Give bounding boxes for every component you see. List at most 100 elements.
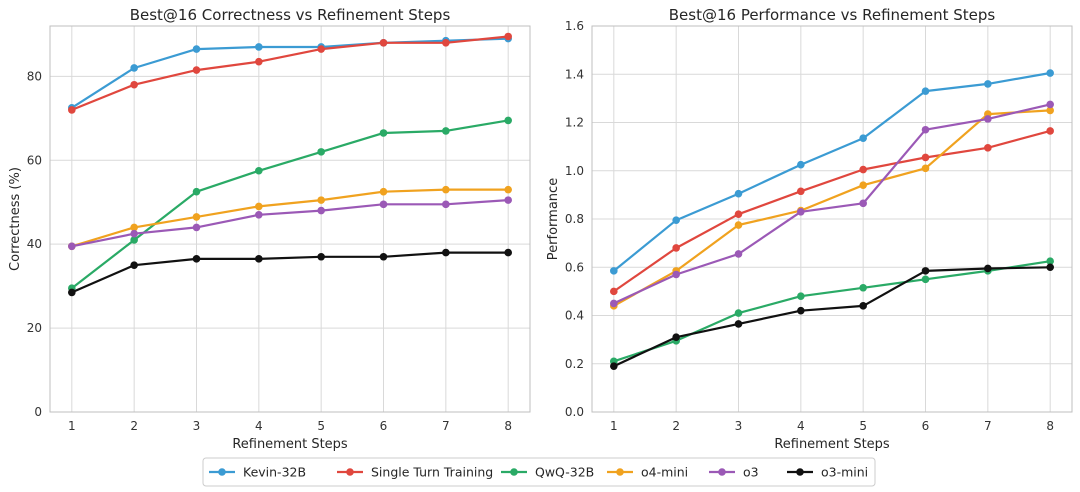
- data-point: [255, 202, 263, 211]
- series-line: [71, 188, 509, 248]
- data-point: [130, 80, 138, 89]
- data-point: [1046, 127, 1054, 135]
- data-point: [921, 267, 930, 275]
- y-tick-label: 40: [27, 237, 42, 251]
- data-point: [734, 221, 743, 229]
- data-point: [504, 32, 512, 41]
- y-tick-label: 0.6: [565, 260, 584, 274]
- data-point: [1046, 69, 1054, 77]
- data-point: [859, 165, 867, 174]
- y-tick-label: 0.8: [565, 212, 584, 226]
- data-point: [859, 199, 867, 208]
- data-point: [610, 267, 618, 275]
- legend-entry-label: o4-mini: [641, 465, 688, 480]
- legend: Kevin-32B Single Turn Training QwQ-32B o4-m…: [202, 457, 876, 487]
- data-point: [984, 115, 992, 123]
- data-point: [504, 116, 512, 125]
- data-point: [192, 66, 201, 74]
- legend-entry-label: o3-mini: [821, 465, 868, 480]
- data-point: [317, 45, 325, 53]
- x-tick-label: 7: [442, 419, 450, 433]
- y-axis-label: Performance: [546, 178, 561, 260]
- legend-swatch-marker: [218, 468, 226, 476]
- legend-entry-label: QwQ-32B: [535, 465, 594, 480]
- y-tick-label: 1.0: [565, 164, 584, 178]
- data-point: [672, 216, 680, 225]
- data-point: [859, 181, 867, 190]
- data-point: [255, 43, 263, 51]
- data-point: [734, 250, 743, 258]
- data-point: [734, 320, 743, 328]
- x-tick-label: 5: [859, 419, 867, 433]
- data-point: [734, 210, 743, 218]
- legend-box: [202, 457, 876, 487]
- performance-chart: Best@16 Performance vs Refinement Steps …: [546, 6, 1073, 452]
- x-tick-label: 1: [610, 419, 618, 433]
- data-point: [984, 264, 992, 273]
- data-point: [68, 288, 76, 297]
- y-axis-label: Correctness (%): [8, 167, 23, 271]
- data-point: [442, 248, 450, 257]
- data-point: [192, 255, 201, 263]
- series-line: [71, 199, 509, 248]
- x-tick-label: 2: [672, 419, 680, 433]
- series-line: [613, 260, 1051, 363]
- legend-swatch-marker: [718, 468, 726, 476]
- data-point: [130, 64, 138, 72]
- data-point: [255, 211, 263, 219]
- legend-entry-label: Kevin-32B: [243, 465, 306, 480]
- data-point: [921, 87, 930, 95]
- y-tick-label: 20: [27, 321, 42, 335]
- data-point: [504, 248, 512, 257]
- data-point: [797, 160, 805, 169]
- data-point: [442, 127, 450, 135]
- y-tick-label: 1.6: [565, 19, 584, 33]
- y-tick-label: 0.2: [565, 357, 584, 371]
- data-point: [192, 45, 201, 53]
- data-point: [610, 299, 618, 308]
- data-point: [921, 125, 930, 134]
- chart-title: Best@16 Performance vs Refinement Steps: [669, 6, 996, 24]
- data-point: [921, 153, 930, 162]
- data-point: [317, 206, 325, 215]
- legend-entry-label: Single Turn Training: [371, 465, 493, 480]
- data-point: [797, 187, 805, 196]
- y-tick-label: 0.4: [565, 309, 584, 323]
- data-point: [255, 166, 263, 175]
- data-point: [797, 292, 805, 301]
- x-tick-label: 5: [317, 419, 325, 433]
- data-point: [921, 164, 930, 173]
- x-tick-label: 8: [504, 419, 512, 433]
- x-tick-label: 3: [193, 419, 201, 433]
- data-point: [379, 200, 388, 209]
- data-point: [921, 275, 930, 284]
- data-point: [255, 255, 263, 263]
- data-point: [797, 306, 805, 315]
- series-line: [613, 103, 1051, 305]
- data-point: [255, 57, 263, 66]
- legend-swatch-marker: [510, 468, 518, 476]
- data-point: [672, 333, 680, 342]
- data-point: [1046, 100, 1054, 109]
- series-line: [71, 35, 509, 111]
- x-tick-label: 7: [984, 419, 992, 433]
- data-point: [504, 196, 512, 204]
- series-line: [71, 251, 509, 294]
- chart-title: Best@16 Correctness vs Refinement Steps: [130, 6, 451, 24]
- x-axis-label: Refinement Steps: [232, 437, 348, 452]
- data-point: [1046, 257, 1054, 266]
- y-tick-label: 1.2: [565, 116, 584, 130]
- data-point: [859, 302, 867, 310]
- correctness-chart: Best@16 Correctness vs Refinement Steps …: [8, 6, 531, 452]
- y-tick-label: 80: [27, 69, 42, 83]
- data-point: [1046, 106, 1054, 115]
- x-tick-label: 4: [255, 419, 263, 433]
- data-point: [130, 223, 138, 232]
- data-point: [734, 189, 743, 198]
- data-point: [984, 80, 992, 88]
- data-point: [442, 200, 450, 209]
- data-point: [317, 148, 325, 156]
- data-point: [130, 261, 138, 269]
